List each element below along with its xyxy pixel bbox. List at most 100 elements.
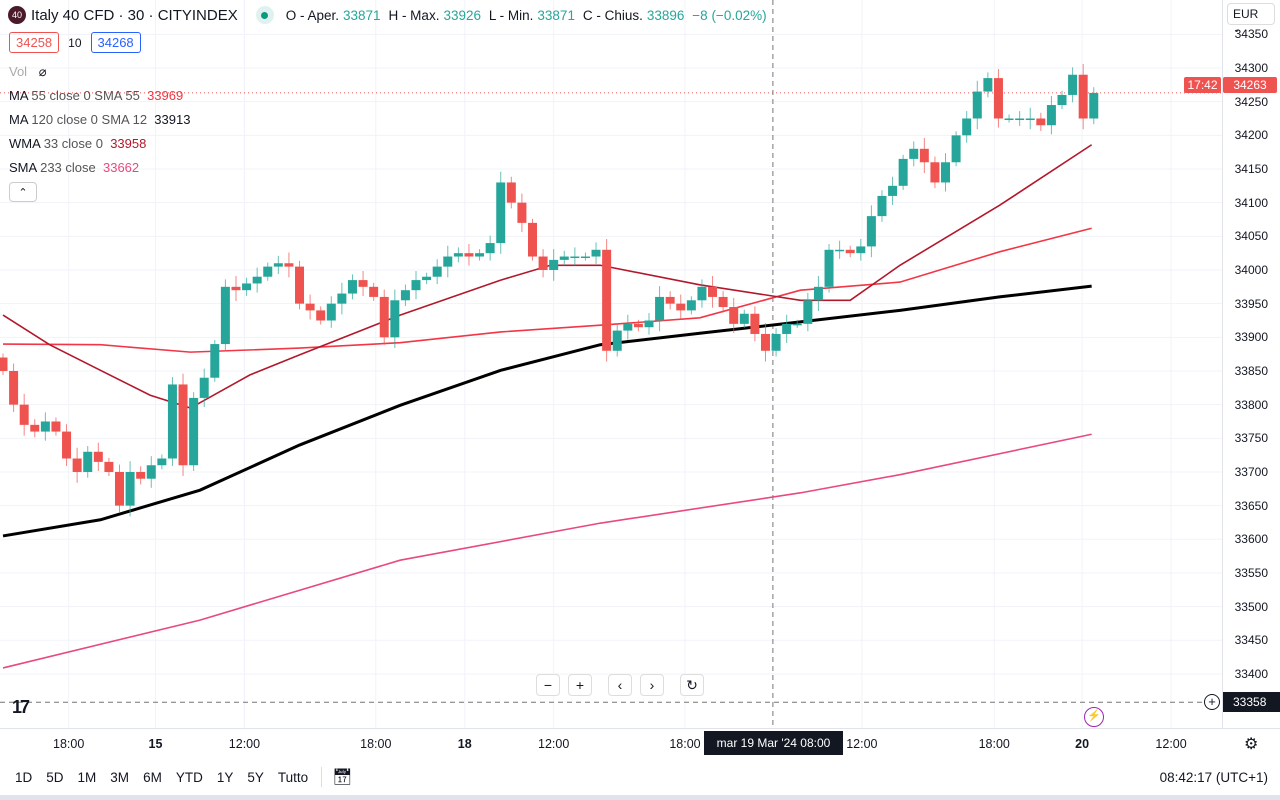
candle-down	[517, 202, 527, 223]
last-price-badge: 34263	[1223, 77, 1277, 93]
price-tick-label: 33500	[1234, 599, 1268, 614]
scroll-right-button[interactable]: ›	[640, 674, 664, 696]
candle-up	[242, 283, 252, 291]
price-chart[interactable]	[0, 0, 1222, 728]
time-tick-label: 18:00	[978, 737, 1010, 751]
range-button-1m[interactable]: 1M	[77, 769, 97, 785]
price-tick-label: 33750	[1234, 431, 1268, 446]
candle-up	[559, 256, 569, 260]
collapse-legend-button[interactable]: ⌃	[9, 182, 37, 202]
zoom-in-button[interactable]: +	[568, 674, 592, 696]
price-tick-label: 33400	[1234, 666, 1268, 681]
indicator-value: 33969	[147, 88, 184, 103]
candle-down	[305, 303, 315, 311]
indicator-name: WMA	[9, 136, 41, 151]
price-tick-label: 33450	[1234, 633, 1268, 648]
zoom-out-button[interactable]: −	[536, 674, 560, 696]
candle-up	[347, 280, 357, 294]
scroll-left-button[interactable]: ‹	[608, 674, 632, 696]
reset-chart-button[interactable]: ↻	[680, 674, 704, 696]
candle-down	[760, 333, 770, 351]
indicator-legend-3[interactable]: SMA 233 close 33662	[9, 160, 139, 175]
candle-up	[496, 182, 506, 244]
indicator-legend-2[interactable]: WMA 33 close 0 33958	[9, 136, 146, 151]
candle-up	[83, 451, 93, 472]
sell-price-button[interactable]: 34258	[9, 32, 60, 53]
candle-down	[136, 471, 146, 479]
range-button-3m[interactable]: 3M	[110, 769, 130, 785]
range-button-tutto[interactable]: Tutto	[277, 769, 309, 785]
ma-line-sma-233	[2, 433, 1092, 669]
buy-price-button[interactable]: 34268	[90, 32, 141, 53]
candle-down	[506, 182, 516, 203]
spread-value: 10	[68, 35, 82, 50]
candle-down	[538, 256, 548, 270]
currency-select[interactable]: EUR ⌄	[1227, 3, 1275, 34]
range-button-1d[interactable]: 1D	[15, 769, 33, 785]
eye-off-icon[interactable]: ⌀	[38, 64, 47, 79]
range-button-1y[interactable]: 1Y	[216, 769, 234, 785]
candle-up	[686, 300, 696, 311]
price-tick-label: 34350	[1234, 27, 1268, 42]
clock[interactable]: 08:42:17 (UTC+1)	[1159, 769, 1268, 785]
settings-gear-icon[interactable]: ⚙	[1244, 736, 1259, 753]
tradingview-logo[interactable]: 17	[12, 697, 30, 717]
candle-up	[337, 293, 347, 304]
candle-down	[284, 263, 294, 267]
time-tick-label: 20	[1075, 737, 1090, 751]
candle-down	[633, 323, 643, 328]
candle-up	[220, 286, 230, 345]
flash-icon[interactable]: ⚡	[1084, 707, 1104, 727]
candle-up	[146, 465, 156, 479]
range-button-6m[interactable]: 6M	[143, 769, 162, 785]
time-tick-label: 12:00	[1155, 737, 1187, 751]
candle-up	[739, 313, 749, 324]
time-axis[interactable]: 18:00 15 12:00 18:00 18 12:00 18:00 12:00 18:00 2…	[0, 728, 1280, 758]
candle-up	[866, 216, 876, 247]
range-button-5y[interactable]: 5Y	[247, 769, 264, 785]
change-value: −8 (−0.02%)	[692, 8, 767, 23]
candle-down	[19, 404, 29, 425]
candle-up	[432, 266, 442, 277]
indicator-params: 120 close 0 SMA 12	[31, 112, 148, 127]
indicator-name: SMA	[9, 160, 37, 175]
price-tick-label: 34200	[1234, 128, 1268, 143]
vol-label: Vol	[9, 64, 28, 79]
candle-up	[909, 148, 919, 159]
close-value: 33896	[646, 8, 685, 23]
price-tick-label: 34050	[1234, 229, 1268, 244]
candle-up	[422, 276, 432, 281]
price-axis[interactable]: 34350 34300 34250 34200 34150 34100 34050 34000…	[1222, 0, 1280, 728]
candle-up	[1046, 105, 1056, 126]
price-tick-label: 33550	[1234, 565, 1268, 580]
candle-up	[326, 303, 336, 321]
symbol-header: 40 Italy 40 CFD · 30 · CITYINDEX O - Ape…	[8, 6, 771, 24]
indicator-name: MA	[9, 88, 28, 103]
indicator-value: 33913	[154, 112, 191, 127]
indicator-legend-0[interactable]: MA 55 close 0 SMA 55 33969	[9, 88, 183, 103]
price-tick-label: 33650	[1234, 498, 1268, 513]
zoom-controls: − + ‹ › ↻	[536, 674, 704, 696]
candle-up	[390, 300, 400, 338]
symbol-title[interactable]: Italy 40 CFD · 30 · CITYINDEX	[31, 6, 238, 24]
candle-down	[718, 296, 728, 308]
market-status-icon[interactable]	[255, 6, 274, 24]
candle-down	[178, 384, 188, 466]
high-label: H - Max.	[388, 8, 440, 23]
range-button-5d[interactable]: 5D	[46, 769, 64, 785]
candle-up	[782, 323, 792, 334]
candle-up	[189, 397, 199, 466]
price-tick-label: 34300	[1234, 61, 1268, 75]
time-tick-label: 15	[148, 737, 163, 751]
indicator-params: 233 close	[40, 160, 96, 175]
high-value: 33926	[443, 8, 481, 23]
date-range-calendar-icon[interactable]: 📅︎	[321, 767, 352, 787]
price-tick-label: 34150	[1234, 161, 1268, 176]
add-plus-icon[interactable]: +	[1204, 694, 1220, 710]
candle-down	[369, 286, 379, 297]
indicator-legend-1[interactable]: MA 120 close 0 SMA 12 33913	[9, 112, 190, 127]
candle-down	[750, 313, 760, 334]
candle-down	[231, 286, 241, 291]
candle-up	[983, 78, 993, 92]
range-button-ytd[interactable]: YTD	[175, 769, 203, 785]
